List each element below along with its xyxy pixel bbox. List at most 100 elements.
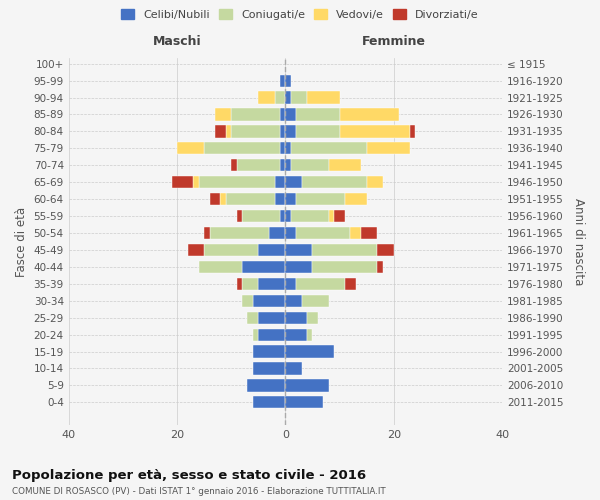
Text: Popolazione per età, sesso e stato civile - 2016: Popolazione per età, sesso e stato civil…	[12, 470, 366, 482]
Bar	[242, 294, 253, 307]
Bar	[220, 193, 226, 205]
Bar	[215, 126, 226, 138]
Bar	[226, 193, 275, 205]
Bar	[258, 244, 286, 256]
Bar	[296, 108, 340, 120]
Bar	[253, 396, 286, 408]
Text: Femmine: Femmine	[362, 36, 426, 49]
Bar	[231, 126, 280, 138]
Bar	[313, 244, 377, 256]
Bar	[204, 142, 280, 154]
Bar	[280, 108, 286, 120]
Text: COMUNE DI ROSASCO (PV) - Dati ISTAT 1° gennaio 2016 - Elaborazione TUTTITALIA.IT: COMUNE DI ROSASCO (PV) - Dati ISTAT 1° g…	[12, 487, 386, 496]
Bar	[286, 142, 291, 154]
Bar	[280, 210, 286, 222]
Bar	[286, 176, 302, 188]
Bar	[296, 126, 340, 138]
Bar	[377, 261, 383, 273]
Bar	[286, 210, 291, 222]
Bar	[307, 328, 313, 340]
Bar	[286, 278, 296, 290]
Bar	[209, 193, 220, 205]
Bar	[247, 380, 286, 392]
Bar	[286, 108, 296, 120]
Bar	[258, 328, 286, 340]
Bar	[204, 227, 209, 239]
Bar	[204, 244, 258, 256]
Bar	[193, 176, 199, 188]
Y-axis label: Fasce di età: Fasce di età	[15, 206, 28, 276]
Bar	[286, 74, 291, 86]
Bar	[280, 142, 286, 154]
Bar	[296, 193, 345, 205]
Bar	[231, 108, 280, 120]
Bar	[286, 294, 302, 307]
Bar	[215, 108, 231, 120]
Bar	[302, 176, 367, 188]
Bar	[286, 362, 302, 374]
Bar	[242, 261, 286, 273]
Bar	[340, 108, 399, 120]
Bar	[253, 328, 258, 340]
Bar	[291, 159, 329, 172]
Bar	[286, 261, 313, 273]
Bar	[177, 142, 204, 154]
Bar	[209, 227, 269, 239]
Bar	[291, 210, 329, 222]
Bar	[410, 126, 415, 138]
Bar	[258, 92, 275, 104]
Bar	[377, 244, 394, 256]
Bar	[258, 278, 286, 290]
Bar	[253, 346, 286, 358]
Bar	[329, 159, 361, 172]
Bar	[286, 227, 296, 239]
Y-axis label: Anni di nascita: Anni di nascita	[572, 198, 585, 285]
Legend: Celibi/Nubili, Coniugati/e, Vedovi/e, Divorziati/e: Celibi/Nubili, Coniugati/e, Vedovi/e, Di…	[118, 6, 482, 23]
Bar	[361, 227, 377, 239]
Bar	[275, 193, 286, 205]
Bar	[291, 142, 367, 154]
Bar	[280, 74, 286, 86]
Bar	[367, 142, 410, 154]
Bar	[286, 328, 307, 340]
Bar	[307, 92, 340, 104]
Bar	[286, 346, 334, 358]
Bar	[286, 126, 296, 138]
Bar	[247, 312, 258, 324]
Bar	[231, 159, 236, 172]
Bar	[313, 261, 377, 273]
Bar	[188, 244, 204, 256]
Bar	[291, 92, 307, 104]
Bar	[345, 193, 367, 205]
Bar	[334, 210, 345, 222]
Bar	[236, 210, 242, 222]
Bar	[286, 244, 313, 256]
Bar	[367, 176, 383, 188]
Bar	[253, 362, 286, 374]
Bar	[286, 312, 307, 324]
Bar	[286, 193, 296, 205]
Bar	[296, 278, 345, 290]
Bar	[172, 176, 193, 188]
Bar	[199, 176, 275, 188]
Bar	[236, 159, 280, 172]
Bar	[307, 312, 318, 324]
Bar	[286, 396, 323, 408]
Bar	[286, 159, 291, 172]
Bar	[275, 92, 286, 104]
Bar	[242, 278, 258, 290]
Bar	[275, 176, 286, 188]
Bar	[258, 312, 286, 324]
Bar	[242, 210, 280, 222]
Bar	[226, 126, 231, 138]
Bar	[286, 92, 291, 104]
Text: Maschi: Maschi	[153, 36, 202, 49]
Bar	[329, 210, 334, 222]
Bar	[269, 227, 286, 239]
Bar	[296, 227, 350, 239]
Bar	[286, 380, 329, 392]
Bar	[236, 278, 242, 290]
Bar	[280, 126, 286, 138]
Bar	[340, 126, 410, 138]
Bar	[199, 261, 242, 273]
